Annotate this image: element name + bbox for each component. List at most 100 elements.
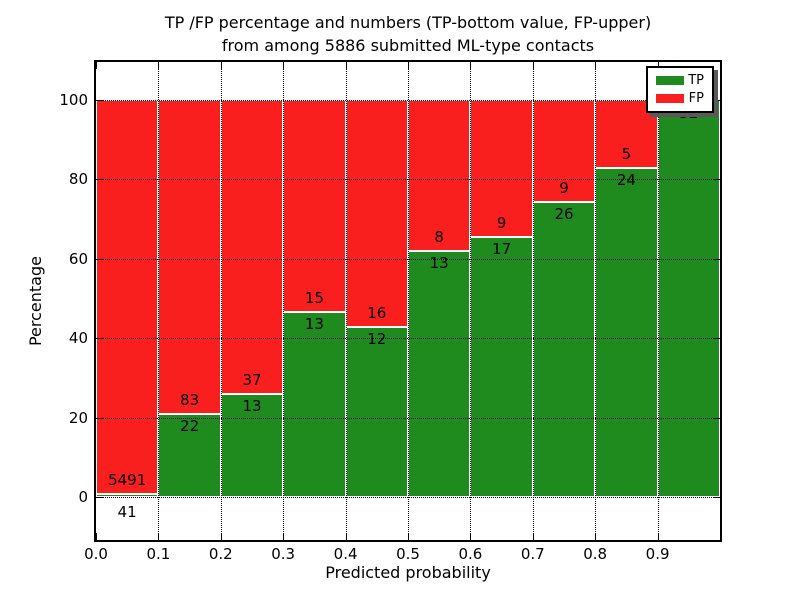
bar-label-tp: 13 — [304, 315, 324, 334]
legend-swatch-tp — [656, 76, 684, 85]
y-tick-label: 80 — [68, 170, 88, 188]
gridline-vertical — [595, 62, 597, 540]
x-tick-mark-top — [470, 62, 472, 69]
y-tick-mark-right — [713, 497, 720, 498]
chart-title: TP /FP percentage and numbers (TP-bottom… — [96, 11, 720, 57]
bar-label-tp: 24 — [616, 171, 636, 190]
y-tick-mark — [96, 338, 103, 339]
x-tick-label: 0.1 — [146, 545, 171, 563]
gridline-vertical — [470, 62, 472, 540]
legend-entry-tp: TP — [656, 73, 704, 88]
bar-segment-fp — [470, 99, 533, 238]
bar-segment-tp — [158, 413, 221, 497]
bar-label-fp: 8 — [434, 227, 444, 246]
y-tick-mark — [96, 99, 103, 101]
x-tick-mark — [657, 533, 659, 540]
bar-label-fp: 5 — [621, 145, 632, 164]
x-tick-mark-top — [657, 62, 659, 69]
bar-segment-fp — [158, 99, 221, 414]
bar-segment-tp — [470, 237, 533, 497]
x-tick-mark-top — [158, 62, 160, 69]
bar-label-fp: 15 — [304, 289, 324, 308]
x-tick-label: 0.5 — [396, 545, 420, 563]
x-tick-mark — [345, 533, 347, 540]
y-tick-mark — [96, 417, 103, 419]
y-tick-label: 20 — [68, 408, 88, 427]
x-tick-label: 0.3 — [271, 545, 296, 563]
bar-segment-fp — [220, 99, 284, 394]
x-tick-mark-top — [408, 62, 409, 69]
x-tick-mark-top — [220, 62, 222, 69]
bar-segment-tp — [96, 494, 159, 497]
y-tick-label: 0 — [78, 488, 88, 506]
bar-label-fp: 37 — [242, 370, 262, 389]
x-tick-mark — [96, 533, 97, 540]
bar-segment-tp — [408, 250, 471, 497]
gridline-vertical — [158, 62, 160, 540]
y-tick-label: 60 — [68, 249, 88, 268]
gridline-vertical — [345, 62, 347, 540]
x-tick-mark-top — [96, 62, 97, 69]
bar-label-tp: 17 — [492, 240, 512, 259]
y-tick-mark-right — [713, 179, 720, 180]
y-tick-label: 40 — [68, 329, 88, 347]
x-tick-mark-top — [283, 62, 285, 69]
bar-label-fp: 16 — [367, 303, 387, 322]
x-tick-label: 0.6 — [458, 545, 483, 563]
bar-label-tp: 13 — [429, 253, 449, 272]
chart-title-line1: TP /FP percentage and numbers (TP-bottom… — [164, 13, 652, 32]
bar-label-tp: 12 — [367, 329, 387, 348]
legend-entry-fp: FP — [656, 91, 704, 106]
x-tick-mark-top — [345, 62, 347, 69]
x-tick-label: 0.8 — [583, 545, 608, 563]
x-tick-mark — [408, 533, 409, 540]
bar-segment-tp — [595, 168, 658, 497]
y-tick-mark-right — [713, 258, 720, 260]
x-tick-mark — [283, 533, 285, 540]
chart-title-line2: from among 5886 submitted ML-type contac… — [221, 36, 595, 55]
bar-label-tp: 41 — [117, 503, 137, 521]
bar-segment-tp — [657, 99, 720, 497]
bar-label-fp: 9 — [559, 178, 569, 197]
legend-label-fp: FP — [688, 91, 704, 106]
bar-label-tp: 26 — [554, 204, 574, 223]
y-tick-label: 100 — [59, 90, 88, 109]
bar-segment-fp — [96, 99, 159, 495]
legend: TP FP — [646, 66, 714, 113]
gridline-vertical — [283, 62, 285, 540]
legend-swatch-fp — [656, 94, 684, 103]
x-tick-mark — [595, 533, 597, 540]
bar-segment-fp — [345, 99, 408, 327]
bar-label-fp: 5491 — [108, 471, 147, 490]
x-tick-label: 0.7 — [520, 545, 545, 563]
y-tick-mark — [96, 179, 103, 180]
x-tick-mark — [220, 533, 222, 540]
y-axis-label: Percentage — [26, 256, 45, 347]
x-tick-mark-top — [532, 62, 534, 69]
bar-segment-tp — [283, 312, 346, 497]
gridline-vertical — [657, 62, 659, 540]
bar-label-fp: 9 — [496, 214, 507, 233]
y-tick-mark — [96, 497, 103, 498]
legend-label-tp: TP — [688, 73, 704, 88]
x-tick-mark-top — [595, 62, 597, 69]
bar-label-tp: 22 — [180, 416, 200, 435]
gridline-vertical — [408, 62, 409, 540]
plot-area: 549141832237131513161281391792652432 — [96, 62, 720, 540]
bar-segment-tp — [345, 326, 408, 497]
x-tick-mark — [470, 533, 472, 540]
x-tick-mark — [532, 533, 534, 540]
gridline-vertical — [220, 62, 222, 540]
bar-label-fp: 83 — [180, 390, 200, 409]
y-tick-mark-right — [713, 338, 720, 339]
x-tick-mark — [158, 533, 160, 540]
x-axis-label: Predicted probability — [325, 563, 491, 582]
y-tick-mark-right — [713, 99, 720, 101]
y-tick-mark — [96, 258, 103, 260]
gridline-vertical — [532, 62, 534, 540]
x-tick-label: 0.0 — [84, 545, 108, 563]
x-tick-label: 0.9 — [645, 545, 670, 563]
x-tick-label: 0.2 — [208, 545, 233, 563]
bar-segment-tp — [532, 201, 596, 497]
